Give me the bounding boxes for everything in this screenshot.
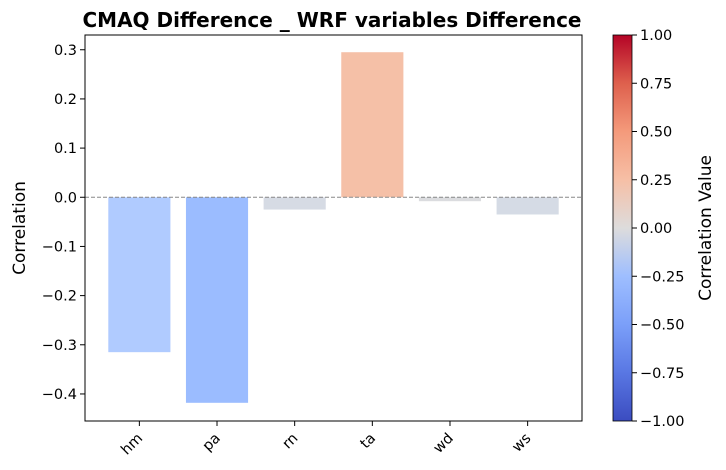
colorbar-tick-label: −0.25 <box>640 269 684 285</box>
plot-frame <box>84 34 583 422</box>
bars-group <box>108 52 559 403</box>
colorbar-tick-label: −0.75 <box>640 366 684 382</box>
x-tick-label: rn <box>280 431 302 453</box>
colorbar-tick-label: 0.00 <box>640 221 672 237</box>
colorbar-tick-label: 0.75 <box>640 76 672 92</box>
colorbar-label: Correlation Value <box>696 155 716 301</box>
colorbar-tick-label: −0.50 <box>640 318 684 334</box>
y-tick-label: 0.3 <box>54 43 77 59</box>
y-tick-label: 0.2 <box>54 92 77 108</box>
bar-pa <box>185 197 249 403</box>
y-tick-label: 0.0 <box>54 190 77 206</box>
bar-rn <box>263 197 326 210</box>
colorbar-tick-label: 0.25 <box>640 173 672 189</box>
x-tick-label: hm <box>118 431 146 459</box>
x-tick-label: pa <box>200 431 224 455</box>
colorbar-tick-label: 1.00 <box>640 28 672 44</box>
bar-wd <box>418 197 482 202</box>
colorbar-axis: 1.00 0.75 0.50 0.25 0.00 −0.25 −0.50 −0.75 −1.00 <box>632 28 684 430</box>
colorbar-tick-label: −1.00 <box>640 414 684 430</box>
y-axis: 0.3 0.2 0.1 0.0 −0.1 −0.2 −0.3 −0.4 <box>42 43 85 403</box>
x-tick-label: ws <box>509 431 534 456</box>
x-tick-label: ta <box>358 431 380 453</box>
colorbar <box>612 34 633 422</box>
y-tick-label: −0.1 <box>42 239 77 255</box>
bar-ta <box>341 52 404 198</box>
bar-hm <box>108 197 171 353</box>
chart-title: CMAQ Difference _ WRF variables Differen… <box>82 8 581 32</box>
y-tick-label: −0.2 <box>42 289 77 305</box>
y-tick-label: 0.1 <box>54 141 77 157</box>
x-tick-label: wd <box>431 431 457 457</box>
y-tick-label: −0.4 <box>42 387 77 403</box>
x-axis: hm pa rn ta wd ws <box>118 421 534 458</box>
y-tick-label: −0.3 <box>42 338 77 354</box>
colorbar-tick-label: 0.50 <box>640 125 672 141</box>
y-axis-label: Correlation <box>10 181 30 275</box>
bar-ws <box>496 197 559 215</box>
